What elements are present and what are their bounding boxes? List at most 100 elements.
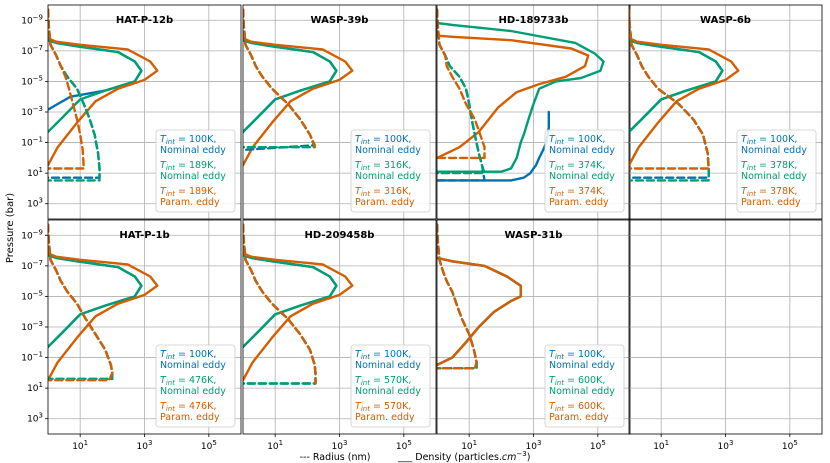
legend-tint: Tint = 374K,	[549, 160, 605, 172]
legend-box	[155, 344, 236, 428]
legend-tint: Tint = 476K,	[160, 375, 216, 387]
legend-kind: Nominal eddy	[549, 360, 615, 371]
legend-box	[544, 129, 625, 213]
legend-kind: Param. eddy	[549, 412, 609, 423]
y-tick-label: 10−1	[21, 351, 43, 364]
legend-tint: Tint = 100K,	[160, 349, 216, 361]
legend-kind: Param. eddy	[160, 412, 220, 423]
radius-line	[243, 8, 316, 149]
x-tick-label: 105	[396, 439, 412, 452]
legend-tint: Tint = 100K,	[741, 134, 797, 146]
panel-title: WASP-39b	[311, 15, 369, 26]
legend-kind: Nominal eddy	[160, 386, 226, 397]
density-line	[437, 256, 522, 367]
legend-kind: Param. eddy	[549, 197, 609, 208]
legend-box	[350, 344, 431, 428]
legend-tint: Tint = 600K,	[549, 375, 605, 387]
panel-title: HD-189733b	[499, 15, 569, 26]
y-tick-label: 103	[27, 412, 43, 425]
panel-6: 101 103 105 HD-209458b Tint = 100K,Nominal e…	[242, 219, 437, 452]
radius-line	[48, 223, 114, 382]
legend-tint: Tint = 189K,	[160, 160, 216, 172]
radius-line	[437, 223, 478, 370]
density-line	[243, 252, 354, 382]
density-line	[243, 37, 354, 167]
radius-line	[629, 8, 710, 182]
series-group	[437, 8, 605, 182]
density-line	[243, 39, 338, 134]
legend-box	[736, 129, 817, 213]
legend-kind: Param. eddy	[355, 412, 415, 423]
panel-title: WASP-31b	[505, 230, 563, 241]
y-tick-label: 10−7	[21, 44, 43, 57]
x-tick-label: 103	[332, 439, 348, 452]
legend-kind: Nominal eddy	[160, 171, 226, 182]
legend-tint: Tint = 100K,	[160, 134, 216, 146]
x-tick-label: 103	[526, 439, 542, 452]
x-axis-label-density-prefix: ___ Density (particles.	[397, 452, 502, 463]
y-tick-label: 101	[27, 166, 43, 179]
legend-kind: Nominal eddy	[160, 145, 226, 156]
legend-tint: Tint = 100K,	[549, 134, 605, 146]
series-group	[437, 223, 522, 370]
y-tick-label: 10−9	[21, 228, 43, 241]
x-axis-label-radius: --- Radius (nm)	[300, 452, 371, 463]
legend-tint: Tint = 378K,	[741, 160, 797, 172]
x-axis-label-density-suffix: )	[527, 452, 531, 463]
x-tick-label: 105	[590, 439, 606, 452]
density-line	[629, 37, 740, 167]
axes-frame	[242, 4, 437, 220]
panel-title: WASP-6b	[700, 15, 751, 26]
legend-tint: Tint = 100K,	[549, 349, 605, 361]
x-tick-label: 103	[718, 439, 734, 452]
x-axis-label-density: ___ Density (particles.cm−3)	[397, 450, 530, 463]
x-tick-label: 101	[653, 439, 669, 452]
legend-kind: Nominal eddy	[549, 145, 615, 156]
x-axis-label-density-unit: cm	[502, 452, 516, 463]
radius-line	[437, 8, 486, 160]
x-axis-label-density-exp: −3	[516, 450, 526, 458]
x-tick-label: 103	[137, 439, 153, 452]
legend-kind: Nominal eddy	[741, 171, 807, 182]
series-group	[48, 223, 159, 382]
legend-box	[544, 344, 625, 428]
x-tick-label: 105	[782, 439, 798, 452]
legend-kind: Nominal eddy	[355, 360, 421, 371]
series-group	[48, 8, 159, 182]
y-tick-label: 10−5	[21, 74, 43, 87]
legend-kind: Nominal eddy	[355, 386, 421, 397]
legend-kind: Nominal eddy	[355, 171, 421, 182]
legend-kind: Nominal eddy	[355, 145, 421, 156]
x-tick-label: 101	[267, 439, 283, 452]
legend-tint: Tint = 378K,	[741, 186, 797, 198]
density-line	[629, 39, 724, 134]
legend-box	[155, 129, 236, 213]
legend-kind: Nominal eddy	[741, 145, 807, 156]
legend-tint: Tint = 100K,	[355, 134, 411, 146]
density-line	[48, 39, 143, 134]
axes-frame	[628, 4, 823, 220]
panels-group: 10−9 10−7 10−5 10−3 10−1 101 103 HAT-P-12b Tint …	[21, 4, 823, 452]
series-group	[629, 8, 740, 182]
panel-title: HD-209458b	[305, 230, 375, 241]
density-line	[48, 254, 143, 349]
legend-tint: Tint = 316K,	[355, 186, 411, 198]
y-tick-label: 10−1	[21, 136, 43, 149]
panel-title: HAT-P-1b	[119, 230, 169, 241]
y-tick-label: 101	[27, 381, 43, 394]
legend-kind: Param. eddy	[160, 197, 220, 208]
density-line	[437, 256, 522, 367]
density-line	[48, 252, 159, 382]
panel-title: HAT-P-12b	[116, 15, 173, 26]
density-line	[243, 254, 338, 349]
